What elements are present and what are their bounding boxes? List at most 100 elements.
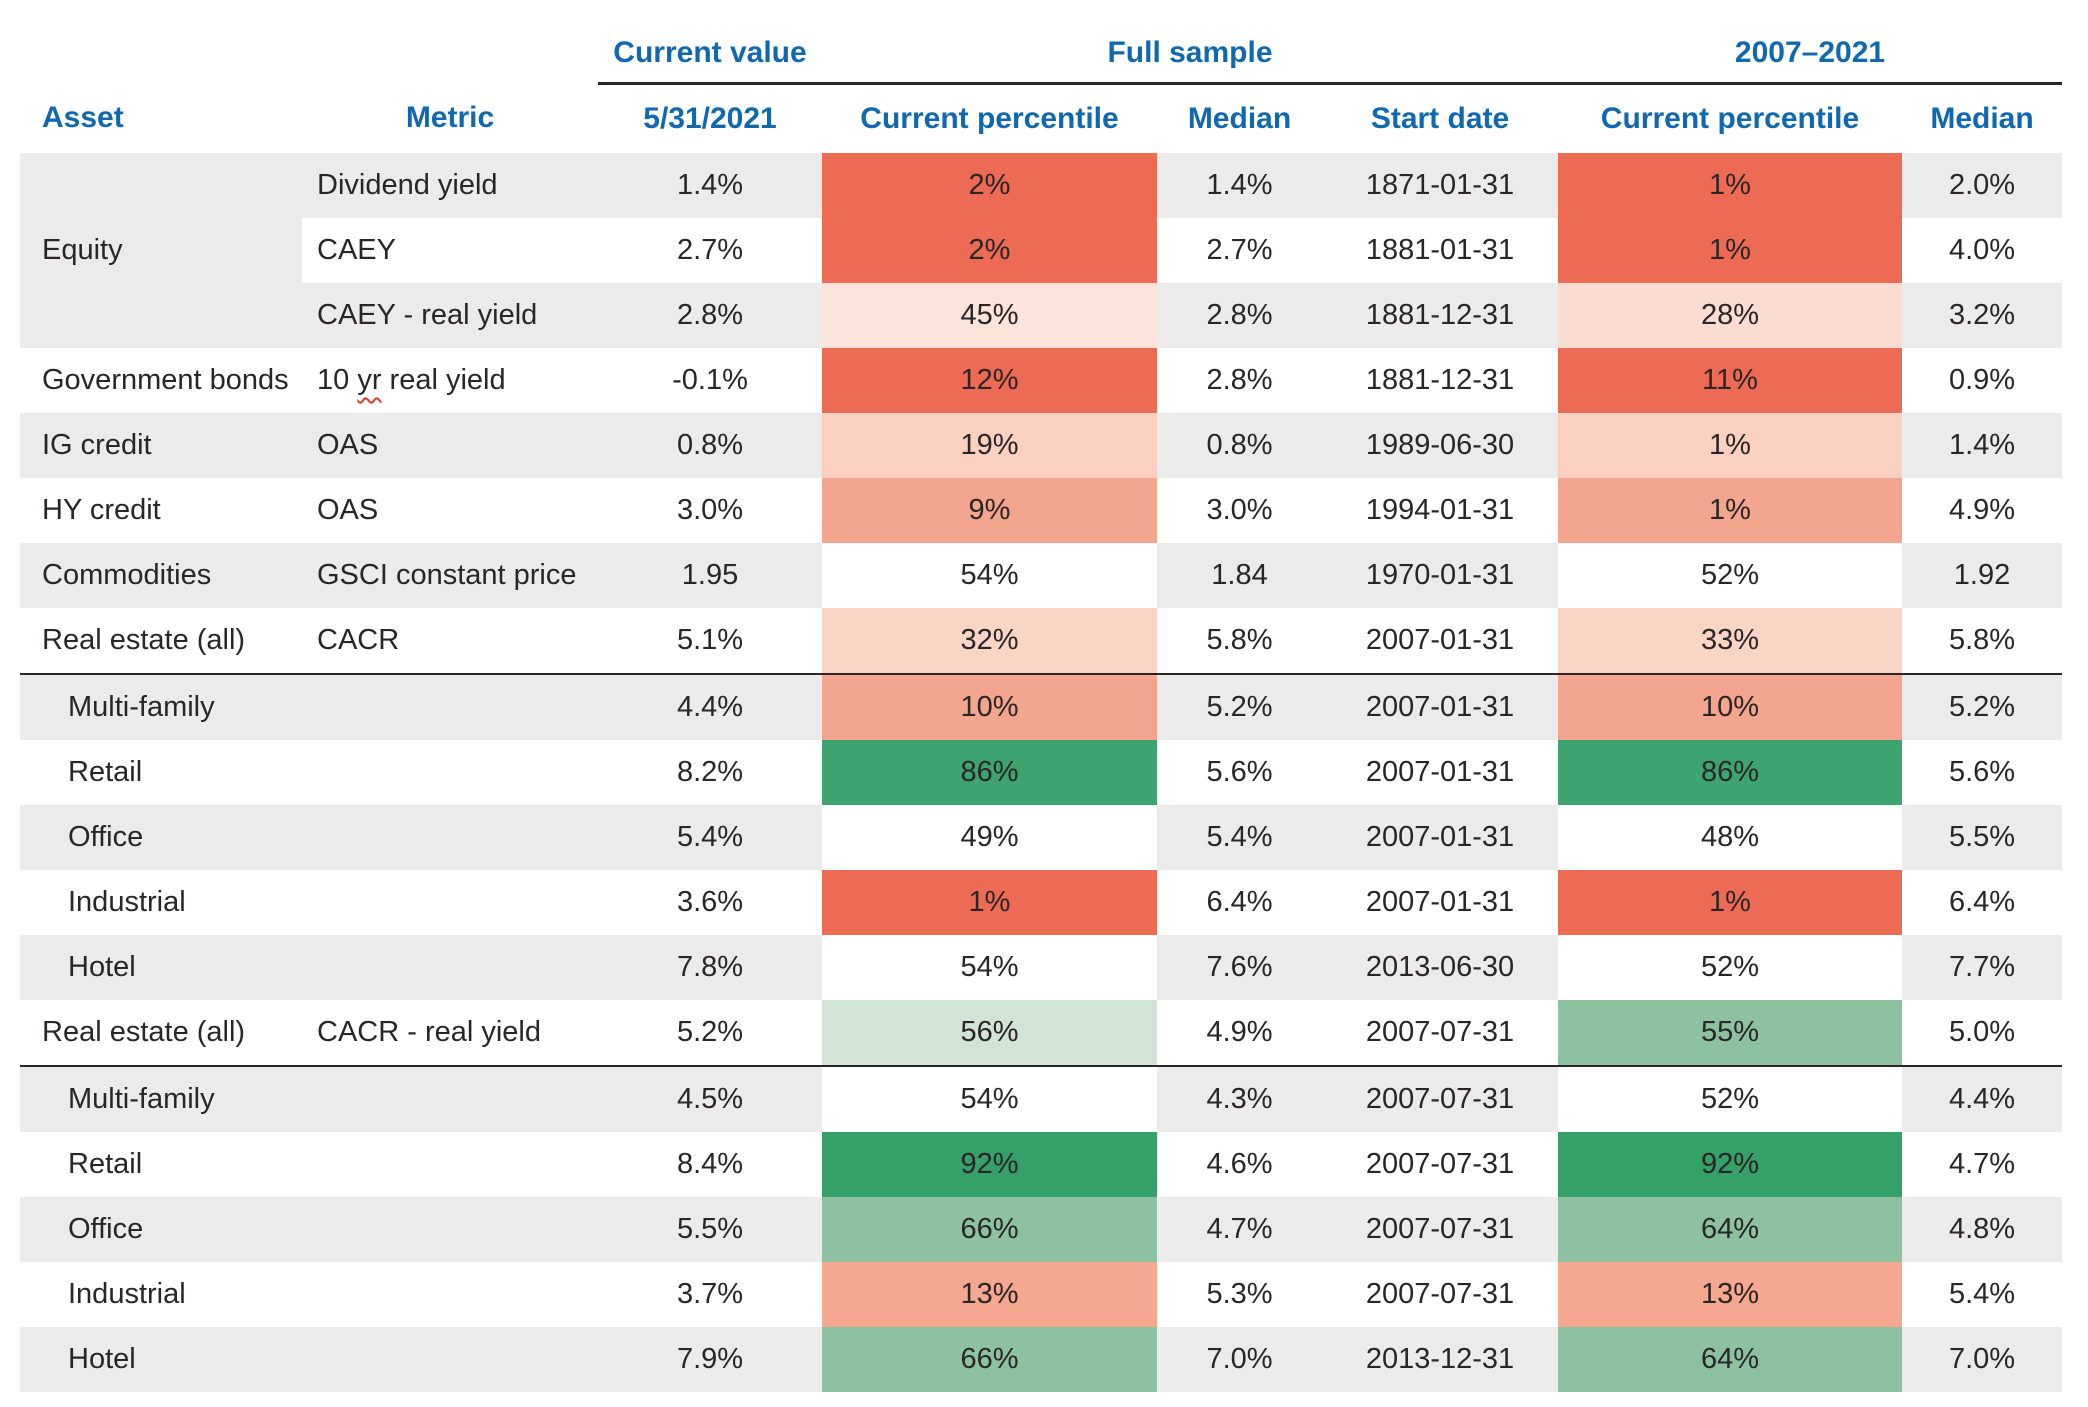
start-date-cell: 2013-06-30 (1322, 935, 1558, 1000)
start-date-cell: 2007-07-31 (1322, 1000, 1558, 1067)
fs-median-cell: 5.2% (1157, 674, 1322, 740)
p07-median-cell: 4.8% (1902, 1197, 2063, 1262)
fs-median-cell: 5.8% (1157, 608, 1322, 675)
current-value-cell: 5.5% (598, 1197, 822, 1262)
metric-cell (302, 805, 598, 870)
fs-median-cell: 3.0% (1206, 494, 1273, 526)
fs-percentile-cell: 66% (822, 1197, 1157, 1262)
metric-cell (302, 674, 598, 740)
table-row: Hotel 7.8% 54% 7.6% 2013-06-30 52% 7.7% (20, 935, 2063, 1000)
col-header-start-date: Start date (1370, 102, 1510, 135)
metric-cell: CACR (302, 608, 598, 675)
fs-median-cell: 4.9% (1157, 1000, 1322, 1067)
current-value-cell: 1.4% (598, 153, 822, 218)
current-value-cell: 7.8% (598, 935, 822, 1000)
table-row: Government bonds 10 yr real yield -0.1% 12%… (20, 348, 2062, 413)
table-row: Multi-family 4.5% 54% 4.3% 2007-07-31 52% 4.4% (20, 1066, 2063, 1132)
table-row: Retail 8.2% 86% 5.6% 2007-01-31 86% 5.6% (20, 740, 2062, 805)
group-header-current-value: Current value (598, 24, 822, 85)
p07-median-cell: 1.4% (1902, 413, 2063, 478)
p07-percentile-cell: 48% (1558, 805, 1902, 870)
p07-percentile-cell: 1% (1558, 413, 1902, 478)
metric-cell (302, 1066, 598, 1132)
asset-cell: Industrial (68, 886, 186, 918)
start-date-cell: 1994-01-31 (1365, 494, 1515, 526)
fs-percentile-cell: 10% (822, 674, 1157, 740)
asset-cell: Real estate (all) (20, 1000, 302, 1067)
p07-percentile-cell: 64% (1558, 1197, 1902, 1262)
table-row: Commodities GSCI constant price 1.95 54% 1.8… (20, 543, 2063, 608)
asset-cell: Hotel (20, 935, 302, 1000)
table-row: Multi-family 4.4% 10% 5.2% 2007-01-31 10% 5.2% (20, 674, 2063, 740)
metric-text: 10 (317, 364, 358, 396)
valuation-table: Current value Full sample 2007–2021 Asse… (20, 24, 2063, 1392)
start-date-cell: 2007-07-31 (1365, 1148, 1515, 1180)
start-date-cell: 1989-06-30 (1322, 413, 1558, 478)
asset-cell: Commodities (20, 543, 302, 608)
p07-median-cell: 2.0% (1902, 153, 2063, 218)
fs-median-cell: 5.6% (1206, 756, 1273, 788)
fs-percentile-cell: 56% (822, 1000, 1157, 1067)
p07-median-cell: 5.6% (1948, 756, 2016, 788)
fs-percentile-cell: 19% (822, 413, 1157, 478)
asset-cell: Multi-family (20, 1066, 302, 1132)
fs-median-cell: 6.4% (1206, 886, 1273, 918)
current-value-cell: -0.1% (672, 364, 748, 396)
fs-percentile-cell: 54% (822, 543, 1157, 608)
p07-median-cell: 7.7% (1902, 935, 2063, 1000)
table-row: Equity Dividend yield 1.4% 2% 1.4% 1871-01-31… (20, 153, 2063, 348)
start-date-cell: 2007-07-31 (1365, 1278, 1515, 1310)
fs-percentile-cell: 9% (822, 478, 1157, 543)
asset-cell: Hotel (20, 1327, 302, 1392)
metric-cell: OAS (302, 413, 598, 478)
metric-cell (302, 740, 598, 805)
p07-median-cell: 1.92 (1902, 543, 2063, 608)
p07-median-cell: 4.7% (1948, 1148, 2016, 1180)
p07-percentile-cell: 1% (1558, 478, 1902, 543)
fs-percentile-cell: 45% (822, 283, 1157, 348)
col-header-p07-current-percentile: Current percentile (1600, 102, 1860, 135)
current-value-cell: 3.7% (676, 1278, 744, 1310)
table-row: CAEY - real yield 2.8% 45% 2.8% 1881-12-31 28… (20, 283, 2063, 348)
fs-median-cell: 2.8% (1206, 364, 1273, 396)
fs-percentile-cell: 54% (822, 935, 1157, 1000)
fs-percentile-cell: 12% (822, 348, 1157, 413)
table-row: Industrial 3.6% 1% 6.4% 2007-01-31 1% 6.4% (20, 870, 2062, 935)
p07-median-cell: 5.5% (1902, 805, 2063, 870)
table-row: HY credit OAS 3.0% 9% 3.0% 1994-01-31 1% 4.9% (20, 478, 2062, 543)
current-value-cell: 8.2% (676, 756, 744, 788)
current-value-cell: 5.4% (598, 805, 822, 870)
metric-cell: CACR - real yield (302, 1000, 598, 1067)
group-header-full-sample: Full sample (822, 24, 1558, 85)
fs-median-cell: 7.0% (1157, 1327, 1322, 1392)
asset-cell: IG credit (20, 413, 302, 478)
metric-cell (302, 870, 598, 935)
start-date-cell: 2007-01-31 (1322, 805, 1558, 870)
col-header-current-value-date: 5/31/2021 (643, 102, 777, 135)
current-value-cell: 3.0% (676, 494, 744, 526)
fs-median-cell: 2.7% (1206, 234, 1273, 266)
col-header-fs-median: Median (1187, 102, 1292, 135)
fs-percentile-cell: 86% (822, 740, 1157, 805)
p07-median-cell: 4.4% (1902, 1066, 2063, 1132)
start-date-cell: 1881-01-31 (1365, 234, 1515, 266)
col-header-p07-median: Median (1930, 102, 2034, 135)
start-date-cell: 2007-01-31 (1365, 886, 1515, 918)
current-value-cell: 3.6% (676, 886, 744, 918)
p07-median-cell: 5.0% (1902, 1000, 2063, 1067)
fs-percentile-cell: 2% (822, 153, 1157, 218)
fs-median-cell: 0.8% (1157, 413, 1322, 478)
p07-median-cell: 5.2% (1902, 674, 2063, 740)
fs-percentile-cell: 32% (822, 608, 1157, 675)
current-value-cell: 1.95 (598, 543, 822, 608)
p07-median-cell: 3.2% (1902, 283, 2063, 348)
fs-percentile-cell: 13% (822, 1262, 1157, 1327)
current-value-cell: 5.1% (598, 608, 822, 675)
fs-median-cell: 7.6% (1157, 935, 1322, 1000)
current-value-cell: 0.8% (598, 413, 822, 478)
p07-percentile-cell: 1% (1558, 218, 1902, 283)
p07-median-cell: 4.9% (1948, 494, 2016, 526)
metric-cell: GSCI constant price (302, 543, 598, 608)
start-date-cell: 2007-01-31 (1322, 608, 1558, 675)
